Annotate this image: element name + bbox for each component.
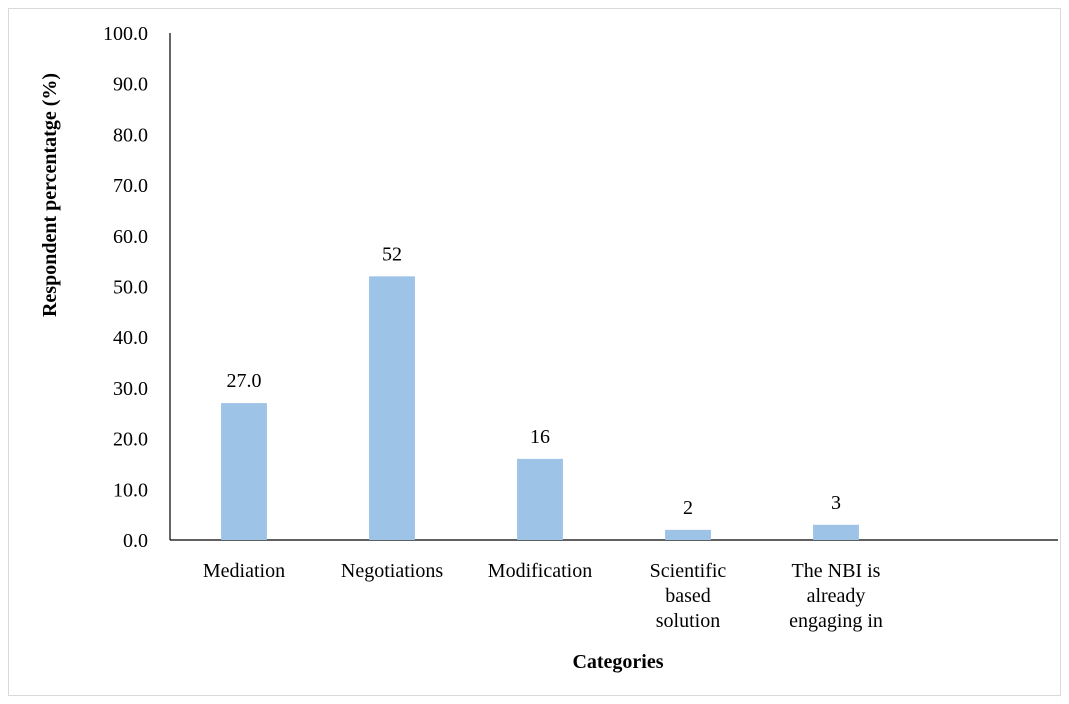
y-tick-label: 100.0: [103, 23, 148, 45]
x-tick-label-line: solution: [656, 610, 720, 632]
chart-frame: [8, 8, 1061, 696]
y-tick-label: 80.0: [113, 124, 148, 146]
data-label: 3: [831, 492, 841, 514]
x-tick-label-line: The NBI is: [792, 560, 881, 582]
bar: [221, 403, 267, 540]
bar: [517, 458, 563, 540]
x-tick-label: Mediation: [203, 560, 285, 582]
data-label: 16: [530, 426, 550, 448]
y-tick-label: 30.0: [113, 378, 148, 400]
y-tick-label: 70.0: [113, 175, 148, 197]
y-tick-label: 20.0: [113, 429, 148, 451]
data-label: 27.0: [227, 370, 262, 392]
bar: [813, 524, 859, 540]
y-tick-label: 60.0: [113, 226, 148, 248]
x-tick-label: Scientific based solution: [650, 560, 727, 632]
data-label: 52: [382, 243, 402, 265]
x-tick-label-line: already: [807, 585, 866, 607]
y-tick-label: 90.0: [113, 74, 148, 96]
x-tick-label-line: Scientific: [650, 560, 727, 582]
y-axis-label: Respondent percentatge (%): [39, 73, 61, 317]
x-axis-label: Categories: [572, 651, 663, 673]
bar: [665, 529, 711, 540]
x-tick-label: Negotiations: [341, 560, 443, 582]
y-tick-label: 50.0: [113, 277, 148, 299]
y-tick-label: 40.0: [113, 327, 148, 349]
data-label: 2: [683, 497, 693, 519]
y-tick-label: 0.0: [123, 530, 148, 552]
y-tick-label: 10.0: [113, 479, 148, 501]
bar: [369, 276, 415, 540]
x-tick-label-line: engaging in: [789, 610, 883, 632]
x-tick-label: The NBI is already engaging in: [789, 560, 883, 632]
x-tick-label-line: based: [665, 585, 711, 607]
x-tick-label: Modification: [488, 560, 592, 582]
